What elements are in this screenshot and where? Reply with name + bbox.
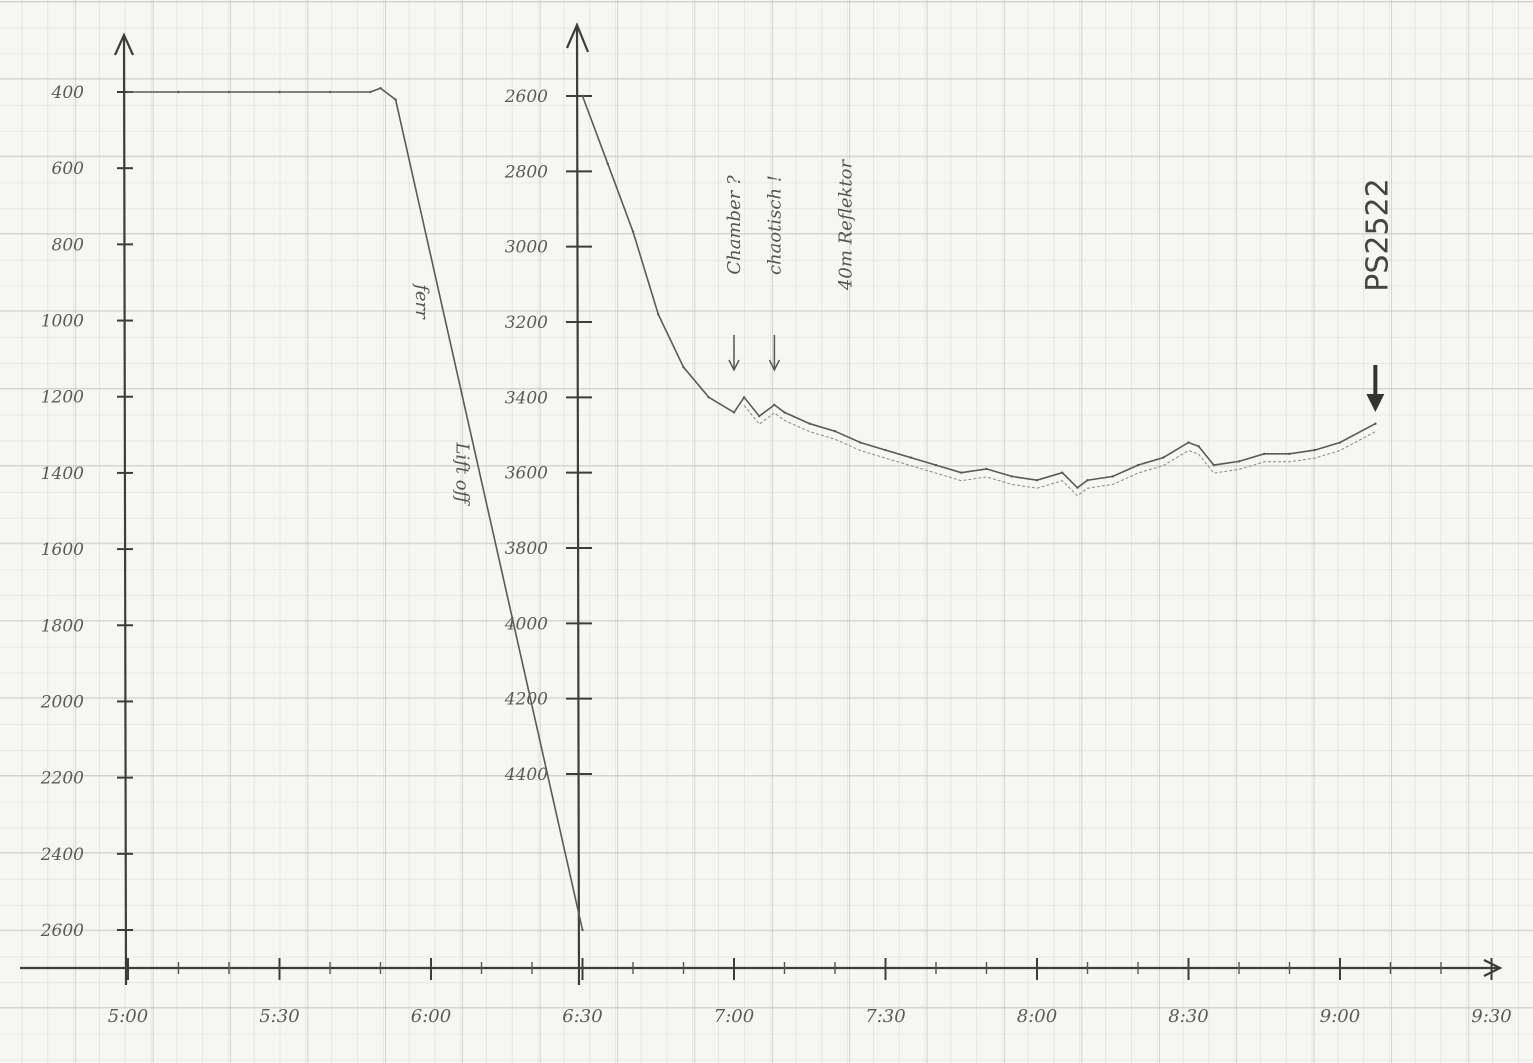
left-depth-line-point (328, 90, 332, 94)
ps-marker-label: PS2522 (1360, 178, 1395, 291)
left-y-tick-label: 1200 (41, 388, 84, 408)
right-y-tick-label: 4000 (504, 614, 548, 634)
left-y-tick-label: 2200 (40, 769, 84, 789)
right-depth-line-point (934, 463, 938, 467)
right-depth-line-point (742, 396, 746, 399)
left-y-tick-label: 2400 (40, 845, 84, 865)
right-depth-line-point (773, 403, 776, 407)
right-depth-line-point (783, 411, 786, 414)
x-tick-label: 9:00 (1320, 1006, 1360, 1027)
x-tick-label: 8:30 (1168, 1006, 1208, 1027)
right-depth-line-point (1313, 448, 1316, 452)
x-tick-label: 8:00 (1017, 1006, 1057, 1027)
left-annotation: ferr (411, 282, 432, 320)
left-y-tick-label: 400 (51, 83, 85, 103)
x-axis: 5:00 5:30 6:00 6:30 7:00 7:30 8:00 8:30 9:00 9:30 (20, 958, 1512, 1027)
left-y-axis: 400 600 800 1000 1200 1400 1600 1800 2000 2200 240… (40, 32, 135, 986)
right-y-axis: 2600 2800 3000 3200 3400 3600 3800 4000 4200 4400 (504, 22, 592, 986)
right-y-tick-label: 2600 (504, 87, 548, 107)
right-depth-line-point (1374, 422, 1377, 425)
right-depth-line-point (1338, 441, 1342, 444)
left-depth-line-point (394, 98, 397, 101)
left-depth-line-point (177, 90, 180, 94)
x-tick-label: 5:00 (108, 1006, 148, 1027)
left-depth-line-point (581, 928, 584, 932)
x-tick-label: 6:30 (562, 1006, 602, 1027)
right-depth-line-point (1061, 471, 1064, 474)
right-y-tick-label: 3600 (505, 464, 548, 484)
right-annotation: chaotisch ! (764, 175, 785, 275)
right-depth-line-point (1197, 445, 1200, 448)
right-y-tick-label: 4400 (504, 765, 548, 785)
right-depth-line-point (859, 441, 862, 444)
right-depth-line-point (682, 366, 685, 369)
right-depth-line-point (985, 467, 988, 471)
left-y-tick-label: 1000 (41, 312, 84, 332)
left-y-tick-label: 2600 (40, 921, 84, 941)
right-depth-line-point (833, 430, 837, 433)
left-y-tick-label: 1400 (41, 464, 84, 484)
annotation-arrowhead (728, 359, 740, 372)
left-y-tick-label: 600 (52, 159, 85, 179)
left-depth-line-point (379, 86, 382, 90)
left-annotation: Lift off (451, 441, 472, 506)
right-depth-line-point (808, 422, 811, 425)
left-depth-line-point (278, 90, 281, 94)
right-depth-line-point (1076, 486, 1079, 489)
right-depth-line-point (884, 448, 887, 452)
right-annotation: Chamber ? (724, 175, 745, 275)
x-tick-label: 5:30 (259, 1006, 299, 1027)
right-depth-line-point (1263, 452, 1266, 456)
right-depth-line-point (707, 396, 710, 399)
annotation-arrowhead (768, 359, 781, 372)
right-depth-line-point (1212, 463, 1215, 467)
right-depth-line-point (909, 456, 912, 459)
right-y-tick-label: 3400 (505, 388, 548, 408)
right-y-tick-label: 3000 (505, 238, 548, 258)
right-y-tick-label: 3200 (505, 313, 548, 333)
right-depth-line-point (606, 162, 609, 165)
left-depth-line-point (227, 90, 231, 94)
right-depth-line-point (1010, 475, 1013, 478)
left-y-tick-label: 1800 (41, 616, 84, 636)
left-y-tick-label: 2000 (40, 692, 84, 712)
x-tick-label: 6:00 (411, 1006, 451, 1027)
right-depth-line-point (732, 411, 736, 414)
left-depth-line-point (126, 90, 130, 94)
x-tick-label: 9:30 (1471, 1006, 1511, 1027)
right-annotation: 40m Reflektor (835, 159, 856, 292)
right-depth-line-point (1162, 456, 1165, 459)
right-depth-line-point (1136, 463, 1140, 467)
right-depth-line (581, 95, 1376, 489)
left-y-tick-label: 800 (52, 235, 85, 255)
right-y-tick-label: 4200 (504, 690, 548, 710)
right-y-tick-label: 3800 (505, 539, 548, 559)
right-depth-line-point (758, 414, 761, 418)
right-depth-line-point (1086, 479, 1089, 482)
right-depth-line-point (631, 230, 635, 233)
ps-marker-arrowhead (1366, 394, 1385, 412)
x-tick-label: 7:00 (714, 1006, 754, 1027)
right-y-tick-label: 2800 (504, 162, 548, 182)
right-depth-line-point (960, 471, 963, 474)
left-y-tick-label: 1600 (41, 540, 84, 560)
right-depth-line-point (1187, 441, 1190, 444)
left-depth-line-point (369, 90, 372, 94)
x-tick-label: 7:30 (865, 1006, 905, 1027)
right-depth-line-point (1035, 479, 1039, 482)
right-depth-line-point (581, 94, 584, 98)
right-depth-line-point (657, 313, 660, 316)
right-depth-line-point (1288, 452, 1291, 456)
right-depth-line-point (1237, 460, 1241, 463)
right-depth-line-point (1111, 475, 1114, 478)
right-depth-shading (743, 404, 1376, 497)
